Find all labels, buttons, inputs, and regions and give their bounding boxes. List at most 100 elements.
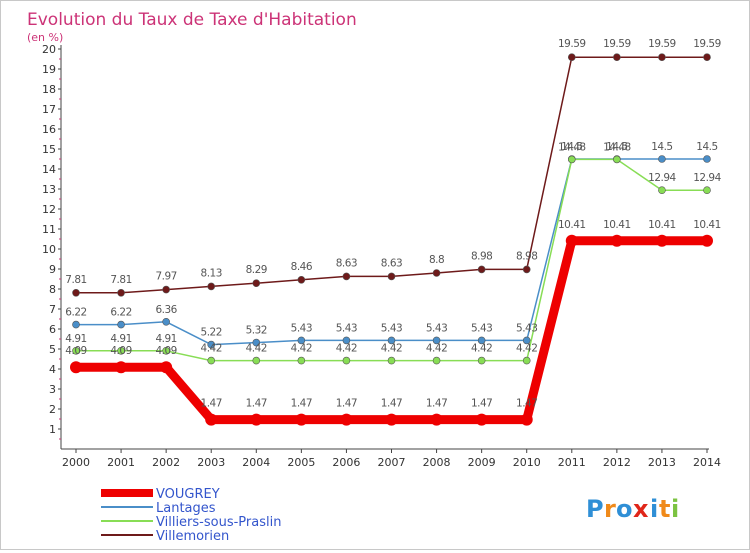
data-point-villemorien xyxy=(162,285,170,294)
data-label: 4.42 xyxy=(426,343,447,355)
y-tick-label: 1 xyxy=(49,423,56,436)
data-labels: 4.09 4.09 4.09 1.47 1.47 1.47 1.47 1.47 1.47 1.47… xyxy=(65,38,722,410)
data-label: 4.09 xyxy=(65,345,86,357)
data-point-villiers-sous-praslin xyxy=(207,356,216,365)
data-point-vougrey xyxy=(160,361,173,374)
x-tick-label: 2014 xyxy=(693,456,721,469)
data-point-vougrey xyxy=(385,413,398,426)
data-label: 4.42 xyxy=(291,343,312,355)
data-point-lantages xyxy=(703,155,711,163)
y-tick-label: 5 xyxy=(49,343,56,356)
y-tick-label: 10 xyxy=(42,243,56,256)
data-label: 14.5 xyxy=(651,141,672,153)
y-tick-label: 20 xyxy=(42,43,56,56)
data-point-villemorien xyxy=(477,265,486,274)
data-point-villiers-sous-praslin xyxy=(297,356,306,365)
data-point-vougrey xyxy=(250,413,263,426)
data-label: 14.48 xyxy=(603,141,631,153)
x-tick-label: 2010 xyxy=(513,456,541,469)
data-point-villiers-sous-praslin xyxy=(252,356,261,365)
data-point-villemorien xyxy=(72,288,80,297)
data-label: 1.47 xyxy=(336,398,357,410)
y-tick-label: 17 xyxy=(42,103,56,116)
data-point-villiers-sous-praslin xyxy=(522,356,531,365)
data-label: 1.47 xyxy=(471,398,492,410)
x-tick-label: 2005 xyxy=(287,456,315,469)
data-label: 19.59 xyxy=(648,38,676,50)
data-label: 8.63 xyxy=(336,257,357,269)
data-point-lantages xyxy=(658,155,666,163)
data-label: 7.81 xyxy=(65,274,86,286)
data-point-villemorien xyxy=(252,279,261,288)
data-label: 10.41 xyxy=(648,219,676,231)
y-tick-label: 11 xyxy=(42,223,56,236)
data-label: 6.36 xyxy=(155,304,177,316)
data-point-villiers-sous-praslin xyxy=(567,155,576,164)
data-label: 5.43 xyxy=(291,322,312,334)
data-label: 14.5 xyxy=(561,141,582,153)
data-label: 4.42 xyxy=(246,343,267,355)
chart-title: Evolution du Taux de Taxe d'Habitation xyxy=(27,10,357,30)
data-point-villemorien xyxy=(522,265,531,274)
data-point-villemorien xyxy=(613,53,621,62)
y-tick-label: 9 xyxy=(49,263,56,276)
x-tick-label: 2007 xyxy=(378,456,406,469)
x-tick-label: 2009 xyxy=(468,456,496,469)
data-label: 1.47 xyxy=(291,398,312,410)
data-label: 4.42 xyxy=(381,343,402,355)
data-point-lantages xyxy=(117,320,125,329)
y-tick-label: 6 xyxy=(49,323,56,336)
data-label: 10.41 xyxy=(558,219,586,231)
data-point-villemorien xyxy=(432,269,441,277)
data-label: 5.43 xyxy=(336,322,357,334)
svg-text:P: P xyxy=(586,495,604,523)
svg-text:t: t xyxy=(659,495,670,523)
data-point-villemorien xyxy=(387,272,396,281)
data-point-vougrey xyxy=(520,413,533,426)
chart-subtitle: (en %) xyxy=(27,31,63,44)
data-point-villemorien xyxy=(297,275,306,284)
data-point-villemorien xyxy=(117,288,125,297)
y-tick-label: 7 xyxy=(49,303,56,316)
y-tick-label: 4 xyxy=(49,363,56,376)
data-label: 8.13 xyxy=(201,267,222,279)
data-label: 4.09 xyxy=(110,345,131,357)
data-label: 1.47 xyxy=(201,398,222,410)
data-label: 4.91 xyxy=(110,333,131,345)
data-point-villemorien xyxy=(207,282,216,291)
data-label: 4.42 xyxy=(516,343,537,355)
data-label: 12.94 xyxy=(648,172,676,184)
data-point-lantages xyxy=(162,317,170,326)
data-label: 12.94 xyxy=(693,172,721,184)
data-point-villiers-sous-praslin xyxy=(477,356,486,365)
series-layer xyxy=(70,53,713,426)
data-point-villemorien xyxy=(342,272,351,281)
data-point-vougrey xyxy=(205,413,218,426)
y-tick-label: 13 xyxy=(42,183,56,196)
legend-label: VOUGREY xyxy=(156,487,220,502)
y-tick-label: 19 xyxy=(42,63,56,76)
data-label: 6.22 xyxy=(65,307,86,319)
data-label: 8.98 xyxy=(516,250,537,262)
data-point-lantages xyxy=(342,336,351,345)
data-point-villiers-sous-praslin xyxy=(72,346,80,355)
x-tick-label: 2001 xyxy=(107,456,135,469)
data-point-vougrey xyxy=(475,413,488,426)
data-label: 1.47 xyxy=(426,398,447,410)
data-point-lantages xyxy=(297,336,306,345)
y-tick-label: 8 xyxy=(49,283,56,296)
data-point-vougrey xyxy=(430,413,443,426)
y-tick-label: 14 xyxy=(42,163,56,176)
data-point-villiers-sous-praslin xyxy=(162,346,170,355)
data-label: 19.59 xyxy=(603,38,631,50)
x-tick-label: 2011 xyxy=(558,456,586,469)
data-label: 14.5 xyxy=(696,141,717,153)
data-label: 6.22 xyxy=(110,307,131,319)
data-point-lantages xyxy=(432,336,441,345)
data-label: 4.42 xyxy=(336,343,357,355)
data-label: 19.59 xyxy=(558,38,586,50)
x-tick-label: 2003 xyxy=(197,456,225,469)
data-label: 5.43 xyxy=(471,322,492,334)
data-point-villemorien xyxy=(567,53,576,62)
